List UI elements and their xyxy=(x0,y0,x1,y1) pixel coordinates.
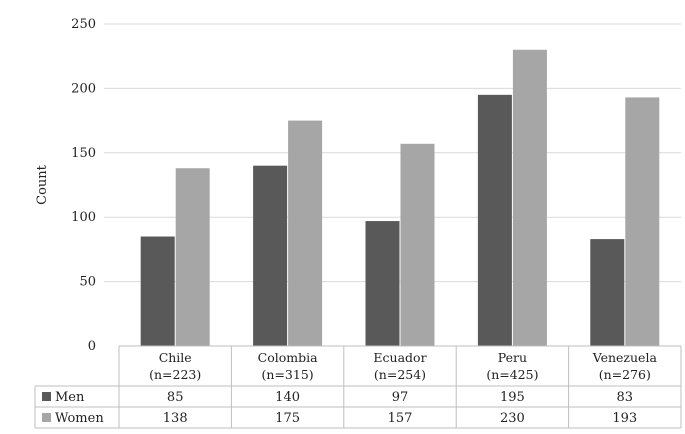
bar-women-colombia xyxy=(288,120,323,346)
bar-men-peru xyxy=(477,94,512,346)
bar-women-peru xyxy=(512,49,547,346)
data-label-women: 157 xyxy=(388,411,413,426)
bar-men-chile xyxy=(140,236,175,346)
legend-swatch-men xyxy=(42,392,51,401)
data-label-women: 175 xyxy=(275,411,300,426)
x-category-sublabel: (n=254) xyxy=(374,367,426,382)
bar-men-colombia xyxy=(253,165,288,346)
x-category-label: Colombia xyxy=(258,350,318,365)
x-category-label: Chile xyxy=(159,350,192,365)
x-category-label: Venezuela xyxy=(592,350,658,365)
bar-men-ecuador xyxy=(365,221,400,346)
y-tick-label: 150 xyxy=(71,146,96,161)
legend-label-men: Men xyxy=(55,390,85,405)
data-label-men: 195 xyxy=(500,390,525,405)
y-tick-label: 50 xyxy=(79,275,96,290)
y-tick-label: 100 xyxy=(71,210,96,225)
data-label-women: 193 xyxy=(612,411,637,426)
bar-women-chile xyxy=(175,168,210,346)
data-label-women: 230 xyxy=(500,411,525,426)
bar-women-venezuela xyxy=(625,97,660,346)
bar-men-venezuela xyxy=(590,239,625,346)
data-label-women: 138 xyxy=(163,411,188,426)
legend-swatch-women xyxy=(42,413,51,422)
data-label-men: 140 xyxy=(275,390,300,405)
y-tick-label: 200 xyxy=(71,81,96,96)
bar-women-ecuador xyxy=(400,143,435,346)
x-category-sublabel: (n=223) xyxy=(149,367,201,382)
x-category-label: Ecuador xyxy=(373,350,426,365)
y-tick-label: 250 xyxy=(71,17,96,32)
data-label-men: 85 xyxy=(167,390,184,405)
x-category-sublabel: (n=315) xyxy=(262,367,314,382)
data-label-men: 97 xyxy=(392,390,409,405)
data-label-men: 83 xyxy=(617,390,634,405)
x-category-sublabel: (n=425) xyxy=(486,367,538,382)
x-category-label: Peru xyxy=(498,350,527,365)
x-category-sublabel: (n=276) xyxy=(599,367,651,382)
y-axis-label: Count xyxy=(35,164,50,205)
y-tick-label: 0 xyxy=(88,339,96,354)
legend-label-women: Women xyxy=(55,411,104,426)
